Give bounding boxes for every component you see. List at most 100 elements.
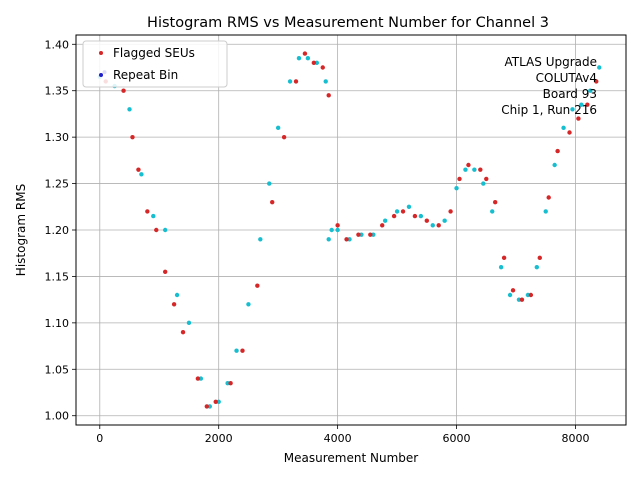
chart-title: Histogram RMS vs Measurement Number for … [147, 15, 549, 31]
flagged-seu-point [195, 376, 201, 381]
measurement-point [174, 292, 180, 298]
x-tick-label: 0 [96, 432, 103, 445]
flagged-seu-point [162, 269, 168, 274]
measurement-point [490, 209, 495, 214]
annotation-line-4: Chip 1, Run 216 [501, 103, 597, 117]
measurement-point [507, 292, 513, 298]
x-axis-label: Measurement Number [284, 451, 418, 465]
flagged-seu-point [457, 176, 462, 182]
measurement-point [246, 302, 251, 307]
flagged-seu-point [537, 255, 542, 261]
flagged-seu-point [121, 88, 126, 93]
flagged-seu-point [391, 213, 397, 219]
legend-label-repeat-bin: Repeat Bin [113, 68, 178, 82]
flagged-seu-point [145, 209, 150, 214]
y-axis-label: Histogram RMS [14, 184, 28, 276]
measurement-point [481, 181, 486, 186]
flagged-seu-point [311, 60, 317, 66]
flagged-seu-point [555, 148, 560, 154]
legend-frame [82, 40, 228, 88]
measurement-point [287, 79, 293, 84]
y-tick-label: 1.25 [45, 178, 70, 191]
measurement-point [552, 162, 557, 168]
measurement-point [418, 213, 424, 219]
measurement-point [162, 227, 168, 233]
y-tick-label: 1.30 [45, 131, 70, 144]
measurement-point [561, 125, 566, 131]
flagged-seu-point [424, 218, 430, 223]
flagged-seu-point [585, 102, 590, 107]
measurement-point [234, 348, 239, 353]
flagged-seu-point [302, 51, 308, 56]
flagged-seu-point [240, 348, 245, 353]
measurement-point [186, 320, 192, 326]
flagged-seu-point [204, 404, 210, 409]
measurement-point [151, 213, 156, 219]
y-tick-label: 1.15 [45, 270, 70, 283]
flagged-seu-point [171, 302, 177, 307]
measurement-point [498, 264, 504, 270]
flagged-seu-point [255, 283, 260, 288]
measurement-point [258, 237, 263, 242]
flagged-seu-point [546, 195, 551, 200]
flagged-seu-point [567, 130, 572, 135]
annotation-line-1: ATLAS Upgrade [504, 55, 597, 69]
flagged-seu-point [180, 329, 186, 335]
measurement-point [570, 107, 575, 112]
flagged-seu-point [528, 292, 534, 298]
flagged-seu-point [154, 227, 159, 233]
measurement-point [127, 107, 132, 112]
flagged-seu-point [484, 176, 489, 182]
annotation-block: ATLAS Upgrade COLUTAv4 Board 93 Chip 1, … [501, 55, 597, 117]
flagged-seu-point [478, 167, 483, 172]
annotation-line-2: COLUTAv4 [536, 71, 597, 85]
flagged-seu-point [356, 232, 361, 237]
measurement-point [406, 204, 412, 209]
measurement-point [296, 56, 302, 61]
x-tick-label: 2000 [205, 432, 233, 445]
flagged-seu-point [510, 288, 516, 293]
flagged-seu-point [281, 134, 287, 140]
flagged-seu-point [270, 199, 275, 205]
x-tick-label: 6000 [443, 432, 471, 445]
y-tick-label: 1.05 [45, 363, 70, 376]
flagged-seu-point [320, 65, 325, 70]
axis-ticks: 0 2000 4000 6000 8000 1.00 1.05 1.10 1.15 1.20 1.2… [45, 38, 590, 445]
flagged-seu-point [466, 162, 471, 168]
y-tick-label: 1.00 [45, 410, 70, 423]
measurement-point [463, 167, 468, 172]
x-tick-label: 8000 [561, 432, 589, 445]
measurement-point [579, 102, 584, 107]
measurement-point [267, 181, 272, 186]
legend-marker-flagged-seus [99, 51, 103, 55]
flagged-seu-point [594, 79, 599, 84]
measurement-point [323, 79, 328, 84]
legend-marker-repeat-bin [99, 73, 103, 77]
flagged-seu-point [400, 209, 406, 214]
legend-label-flagged-seus: Flagged SEUs [113, 46, 195, 60]
measurement-point [454, 186, 459, 191]
annotation-line-3: Board 93 [543, 87, 597, 101]
flagged-seu-point [293, 79, 299, 84]
measurement-point [326, 237, 331, 242]
measurement-point [588, 88, 593, 93]
measurement-point [394, 209, 400, 214]
measurement-point [543, 209, 548, 214]
flagged-seu-point [136, 167, 141, 172]
y-tick-label: 1.20 [45, 224, 70, 237]
flagged-seu-point [130, 134, 135, 140]
flagged-seu-point [448, 209, 453, 214]
measurement-point [335, 227, 340, 233]
measurement-point [442, 218, 447, 223]
measurement-point [382, 218, 388, 223]
flagged-seu-point [501, 255, 507, 261]
measurement-point [430, 223, 435, 228]
y-tick-label: 1.40 [45, 38, 70, 51]
measurement-point [597, 65, 602, 70]
measurement-point [534, 264, 540, 270]
flagged-seu-point [326, 93, 331, 98]
flagged-seu-point [335, 223, 340, 228]
measurement-point [275, 125, 281, 131]
y-tick-label: 1.35 [45, 85, 70, 98]
